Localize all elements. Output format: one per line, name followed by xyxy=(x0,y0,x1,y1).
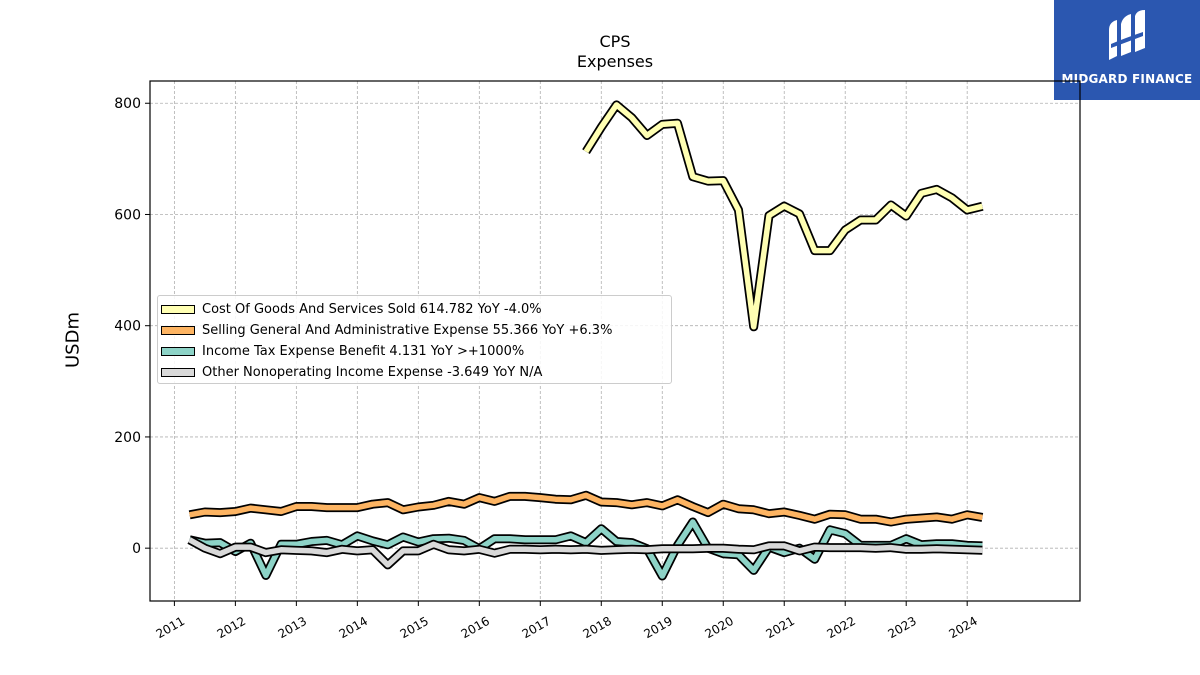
x-tick-label: 2020 xyxy=(703,614,736,641)
x-tick-label: 2021 xyxy=(764,614,797,641)
legend-label: Other Nonoperating Income Expense -3.649… xyxy=(202,365,543,380)
legend-item: Selling General And Administrative Expen… xyxy=(158,320,671,341)
x-tick-label: 2015 xyxy=(398,614,431,641)
y-tick-label: 800 xyxy=(114,96,141,112)
legend-item: Income Tax Expense Benefit 4.131 YoY >+1… xyxy=(158,341,671,362)
plot-frame xyxy=(149,80,1081,602)
y-tick-label: 400 xyxy=(114,319,141,335)
y-tick-label: 200 xyxy=(114,430,141,446)
series-line xyxy=(187,535,983,570)
legend-swatch xyxy=(161,305,195,314)
x-tick-label: 2014 xyxy=(337,614,370,641)
chart-subtitle: Expenses xyxy=(576,52,654,71)
x-tick-label: 2012 xyxy=(215,614,248,641)
series-stroke xyxy=(188,537,983,568)
x-tick-label: 2023 xyxy=(885,614,918,641)
x-tick-label: 2013 xyxy=(276,614,309,641)
x-tick-label: 2019 xyxy=(642,614,675,641)
y-tick-label: 0 xyxy=(132,541,141,557)
x-tick-label: 2017 xyxy=(520,614,553,641)
series-stroke xyxy=(189,519,983,579)
legend-swatch xyxy=(161,368,195,377)
x-tick-label: 2011 xyxy=(154,614,187,641)
legend-swatch xyxy=(161,347,195,356)
series-lines xyxy=(187,100,984,581)
legend-item: Cost Of Goods And Services Sold 614.782 … xyxy=(158,299,671,320)
series-line xyxy=(582,100,984,332)
series-line xyxy=(188,490,984,527)
y-tick-label: 600 xyxy=(114,207,141,223)
chart-title: CPS xyxy=(599,32,631,51)
series-stroke xyxy=(189,492,983,525)
brand-name: MIDGARD FINANCE xyxy=(1061,72,1193,86)
legend-item: Other Nonoperating Income Expense -3.649… xyxy=(158,362,671,383)
series-stroke xyxy=(583,102,984,330)
legend-label: Cost Of Goods And Services Sold 614.782 … xyxy=(202,302,542,317)
series-line xyxy=(188,517,983,581)
midgard-logo-icon xyxy=(1109,10,1145,60)
legend-label: Selling General And Administrative Expen… xyxy=(202,323,613,338)
x-tick-label: 2022 xyxy=(824,614,857,641)
x-tick-label: 2024 xyxy=(946,614,979,641)
legend: Cost Of Goods And Services Sold 614.782 … xyxy=(157,295,672,384)
legend-swatch xyxy=(161,326,195,335)
x-tick-label: 2016 xyxy=(459,614,492,641)
brand-logo: MIDGARD FINANCE xyxy=(1054,0,1200,100)
x-tick-label: 2018 xyxy=(581,614,614,641)
legend-label: Income Tax Expense Benefit 4.131 YoY >+1… xyxy=(202,344,525,359)
